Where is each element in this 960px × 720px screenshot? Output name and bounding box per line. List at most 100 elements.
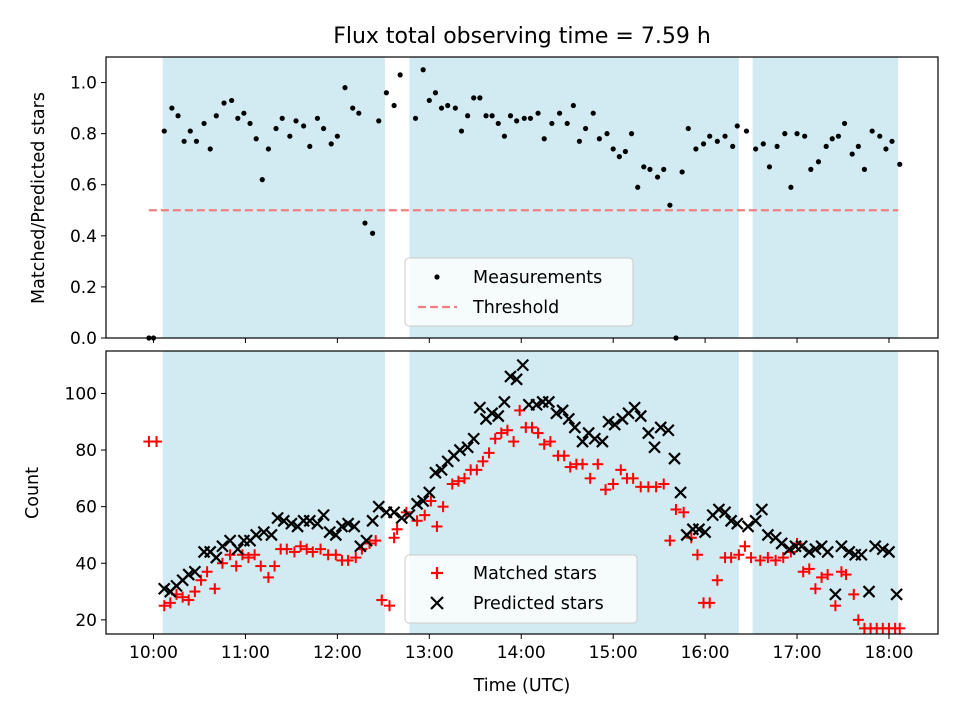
y-tick-label: 60 — [75, 498, 97, 518]
legend-predicted-stars-label: Predicted stars — [473, 594, 604, 614]
measurement-point — [889, 138, 895, 144]
measurement-point — [483, 113, 489, 119]
predicted-star-point — [862, 585, 876, 598]
matched-star-point — [829, 600, 841, 612]
matched-star-point — [508, 436, 520, 448]
count-x-ticks: 10:00 11:00 12:00 13:00 14:00 15:00 16:00 17:00… — [129, 634, 913, 663]
measurement-point — [369, 230, 376, 236]
predicted-star-point — [530, 398, 543, 412]
predicted-star-point — [724, 514, 738, 528]
measurement-point — [334, 133, 340, 139]
matched-star-point — [437, 501, 449, 513]
count-y-ticks: 20 40 60 80 100 — [65, 384, 106, 631]
predicted-star-point — [712, 503, 726, 516]
measurement-point — [293, 118, 299, 124]
measurement-point — [823, 143, 829, 150]
observing-window-band-3 — [752, 57, 899, 338]
measurement-point — [458, 128, 465, 134]
measurement-point — [253, 136, 259, 142]
matched-star-point — [376, 594, 388, 606]
matched-star-point — [678, 506, 690, 518]
matched-star-point — [894, 622, 906, 634]
measurement-point — [855, 143, 861, 150]
matched-star-point — [544, 436, 556, 448]
matched-star-point — [600, 484, 612, 496]
measurement-point — [161, 128, 167, 134]
measurement-point — [383, 90, 389, 96]
matched-star-point — [281, 543, 293, 555]
matched-star-point — [224, 549, 236, 561]
measurement-point — [730, 143, 736, 150]
predicted-star-point — [783, 542, 796, 556]
matched-star-point — [691, 549, 703, 561]
matched-star-point — [558, 450, 570, 462]
predicted-star-point — [568, 421, 582, 434]
measurement-point — [635, 184, 641, 190]
predicted-star-point — [277, 514, 291, 528]
predicted-star-point — [473, 401, 487, 414]
y-tick-label: 40 — [75, 554, 97, 574]
matched-star-point — [288, 546, 300, 558]
y-tick-label: 0.2 — [70, 278, 97, 298]
measurement-point — [753, 146, 759, 152]
predicted-star-point — [588, 432, 602, 446]
measurement-point — [788, 184, 794, 190]
measurement-point — [549, 120, 555, 127]
matched-star-point — [607, 478, 619, 490]
ratio-legend-box — [404, 257, 634, 327]
measurement-point — [679, 169, 685, 175]
count-panel: 10:00 11:00 12:00 13:00 14:00 15:00 16:00 17:00… — [23, 350, 939, 696]
matched-star-point — [330, 549, 342, 561]
measurement-point — [235, 115, 241, 121]
matched-star-point — [514, 404, 526, 416]
predicted-star-point — [608, 418, 622, 431]
measurement-point — [808, 166, 814, 172]
measurement-point — [445, 102, 451, 109]
predicted-star-point — [698, 525, 712, 539]
measurement-point — [693, 146, 699, 152]
ratio-legend: Measurements Threshold — [404, 257, 634, 327]
measurement-point — [187, 128, 193, 134]
matched-star-point — [446, 478, 458, 490]
predicted-star-point — [257, 525, 271, 539]
measurement-point — [570, 102, 576, 109]
measurement-point — [616, 154, 622, 160]
x-tick-label: 18:00 — [864, 643, 913, 663]
predicted-star-point — [576, 435, 589, 448]
predicted-star-point — [556, 404, 569, 417]
predicted-star-point — [550, 406, 563, 420]
predicted-star-point — [835, 539, 848, 553]
predicted-star-point — [718, 506, 732, 519]
x-tick-label: 13:00 — [405, 643, 454, 663]
measurement-point — [259, 177, 265, 183]
legend-threshold-label: Threshold — [472, 298, 559, 318]
predicted-star-point — [516, 358, 530, 372]
matched-star-point — [411, 515, 423, 527]
measurement-point — [175, 113, 181, 119]
measurement-point — [501, 133, 508, 139]
matched-star-point — [733, 549, 745, 561]
predicted-star-point — [809, 542, 822, 556]
y-tick-label: 0.8 — [70, 125, 97, 145]
ratio-y-ticks: 0.0 0.2 0.4 0.6 0.8 1.0 — [70, 74, 106, 349]
predicted-star-point — [876, 542, 890, 556]
matched-star-point — [577, 458, 589, 470]
matched-star-point — [216, 557, 228, 569]
measurement-point — [521, 115, 527, 121]
count-marks — [143, 358, 906, 634]
matched-star-point — [685, 532, 697, 544]
measurement-point — [307, 143, 313, 150]
matched-star-point — [301, 543, 313, 555]
predicted-star-point — [731, 517, 744, 530]
matched-star-point — [388, 532, 400, 544]
predicted-star-point — [821, 545, 834, 559]
measurement-point — [438, 105, 445, 111]
predicted-star-point — [648, 440, 661, 454]
ratio-panel: 0.0 0.2 0.4 0.6 0.8 1.0 Matched/Predicted sta… — [29, 56, 939, 349]
x-tick-label: 11:00 — [221, 643, 270, 663]
matched-star-point — [501, 424, 513, 436]
predicted-star-point — [216, 539, 229, 553]
count-legend: Matched stars Predicted stars — [404, 554, 638, 624]
predicted-star-point — [802, 545, 816, 559]
matched-star-point — [650, 481, 662, 493]
